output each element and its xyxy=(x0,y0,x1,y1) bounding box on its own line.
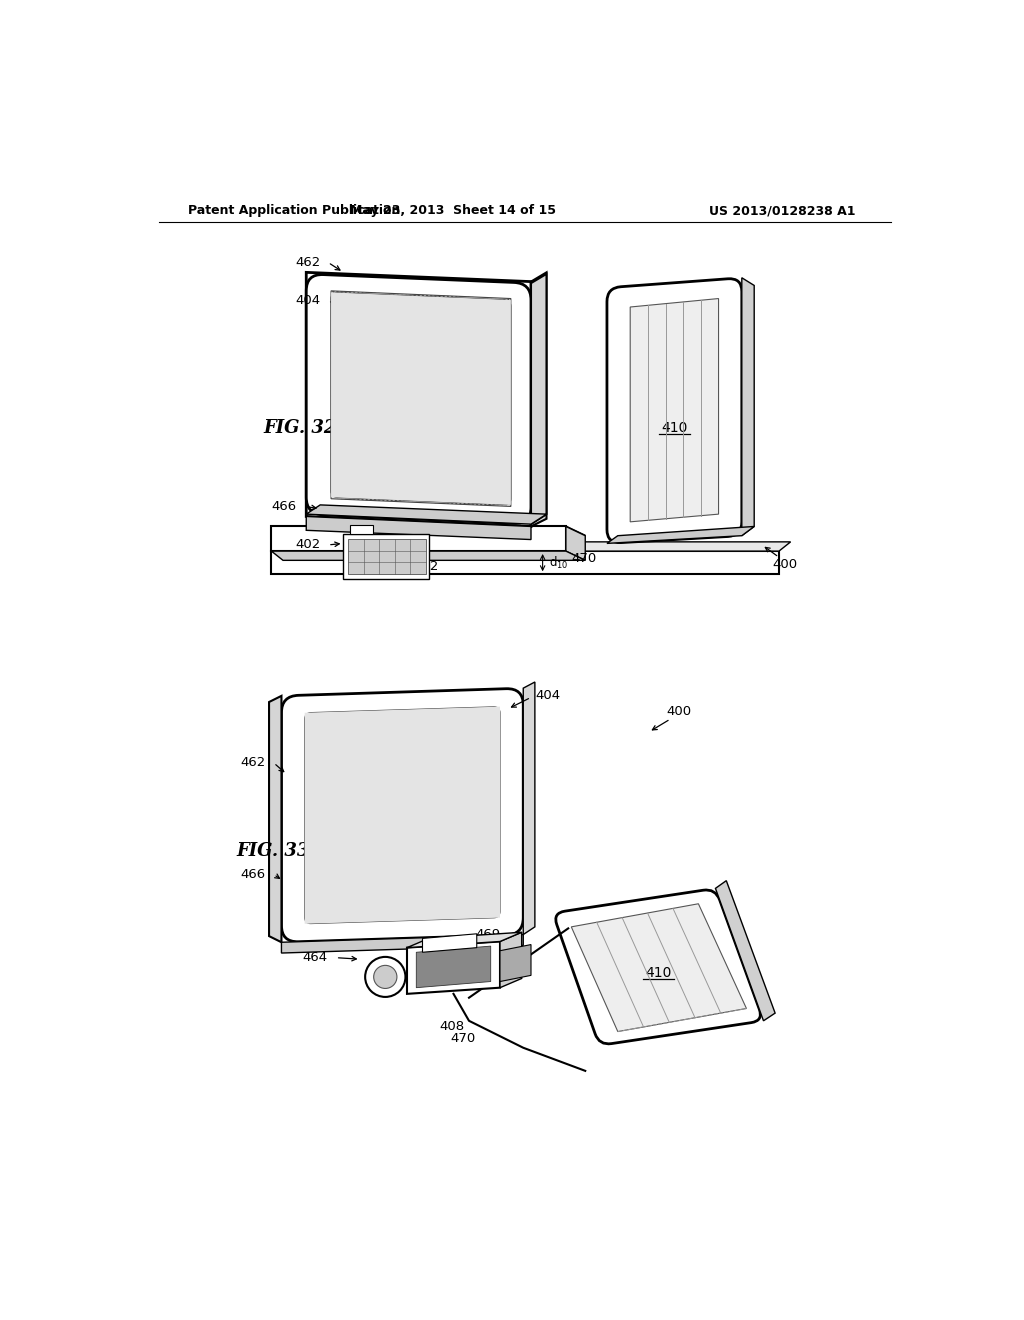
Text: 402: 402 xyxy=(475,942,501,954)
Polygon shape xyxy=(500,945,531,982)
Text: 462: 462 xyxy=(241,756,266,770)
Circle shape xyxy=(291,502,322,532)
PathPatch shape xyxy=(282,689,523,941)
Text: 464: 464 xyxy=(303,952,328,964)
Polygon shape xyxy=(716,880,775,1020)
Text: 404: 404 xyxy=(295,294,321,308)
Text: 408: 408 xyxy=(439,1019,465,1032)
Polygon shape xyxy=(282,935,523,953)
Text: d$_{10}$: d$_{10}$ xyxy=(549,554,568,570)
PathPatch shape xyxy=(556,890,761,1044)
Text: 469: 469 xyxy=(475,928,501,941)
Circle shape xyxy=(515,267,547,297)
Polygon shape xyxy=(331,293,511,506)
Text: 410: 410 xyxy=(646,966,672,979)
Polygon shape xyxy=(271,552,779,574)
Text: 470: 470 xyxy=(571,552,597,565)
Text: May 23, 2013  Sheet 14 of 15: May 23, 2013 Sheet 14 of 15 xyxy=(350,205,556,218)
Circle shape xyxy=(515,511,547,541)
Text: US 2013/0128238 A1: US 2013/0128238 A1 xyxy=(710,205,856,218)
Text: Patent Application Publication: Patent Application Publication xyxy=(188,205,400,218)
Ellipse shape xyxy=(366,957,406,997)
Polygon shape xyxy=(271,527,566,552)
Circle shape xyxy=(291,257,322,288)
Polygon shape xyxy=(571,904,746,1032)
Polygon shape xyxy=(306,516,531,540)
Text: 402: 402 xyxy=(295,539,321,552)
Polygon shape xyxy=(271,552,586,560)
Polygon shape xyxy=(417,946,490,987)
PathPatch shape xyxy=(607,279,741,543)
Polygon shape xyxy=(348,539,426,574)
Text: 471: 471 xyxy=(475,954,501,968)
Polygon shape xyxy=(523,682,535,935)
Text: FIG. 33: FIG. 33 xyxy=(237,842,310,861)
Polygon shape xyxy=(531,275,547,524)
PathPatch shape xyxy=(306,275,531,524)
Polygon shape xyxy=(343,535,429,578)
Polygon shape xyxy=(306,506,547,524)
Text: 466: 466 xyxy=(271,500,297,513)
Polygon shape xyxy=(423,933,477,952)
Polygon shape xyxy=(306,272,531,527)
Polygon shape xyxy=(531,272,547,527)
Polygon shape xyxy=(607,527,755,544)
Text: 412: 412 xyxy=(414,560,439,573)
Text: 400: 400 xyxy=(773,558,798,572)
Polygon shape xyxy=(407,941,500,994)
Polygon shape xyxy=(331,290,511,507)
Text: FIG. 32: FIG. 32 xyxy=(263,418,337,437)
Text: 410: 410 xyxy=(662,421,687,434)
Text: 400: 400 xyxy=(667,705,692,718)
Ellipse shape xyxy=(374,965,397,989)
PathPatch shape xyxy=(305,706,500,924)
Polygon shape xyxy=(271,543,791,552)
Text: 470: 470 xyxy=(451,1032,475,1045)
Text: 462: 462 xyxy=(295,256,321,269)
Polygon shape xyxy=(407,932,521,948)
Text: 466: 466 xyxy=(241,869,266,880)
Polygon shape xyxy=(305,706,500,924)
Polygon shape xyxy=(500,932,521,987)
Polygon shape xyxy=(269,696,282,942)
Text: 404: 404 xyxy=(535,689,560,702)
Polygon shape xyxy=(630,298,719,521)
Polygon shape xyxy=(566,527,586,560)
Polygon shape xyxy=(741,277,755,536)
Polygon shape xyxy=(271,527,586,536)
PathPatch shape xyxy=(331,293,511,504)
Polygon shape xyxy=(349,525,373,535)
